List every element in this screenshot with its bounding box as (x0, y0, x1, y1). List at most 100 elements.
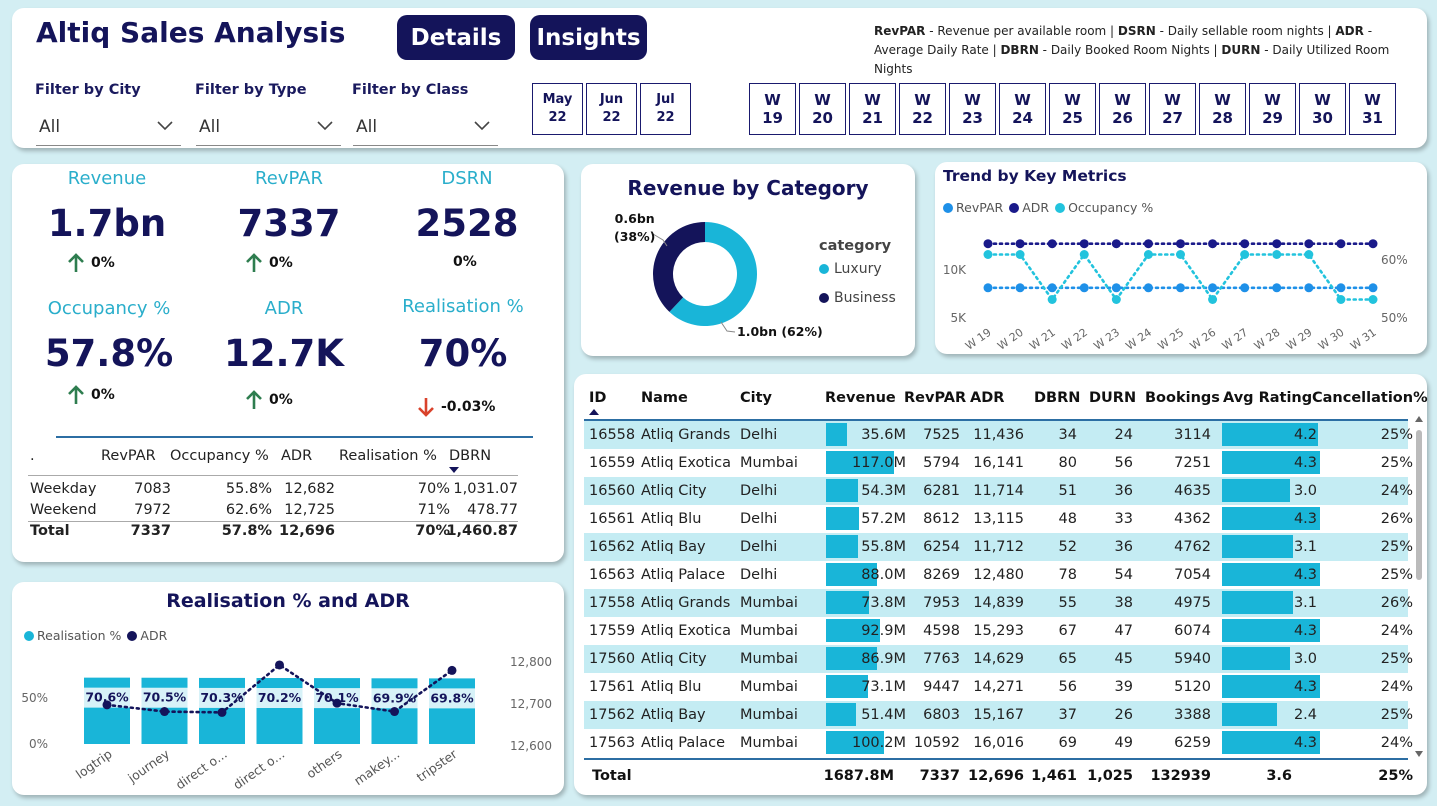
filter-dropdown[interactable]: All (36, 108, 181, 146)
week-button[interactable]: W 31 (1349, 83, 1396, 135)
table-header-revpar[interactable]: RevPAR (904, 390, 967, 406)
table-row[interactable]: 16561 Atliq Blu Delhi 57.2M 8612 13,115 48 33 43… (584, 505, 1413, 533)
week-button[interactable]: W 19 (749, 83, 796, 135)
trend-point[interactable] (1240, 250, 1250, 259)
trend-point[interactable] (1047, 239, 1057, 249)
trend-point[interactable] (1047, 283, 1057, 293)
day-table-header-cell[interactable]: . (30, 448, 35, 464)
adr-point[interactable] (102, 700, 112, 710)
month-button[interactable]: Jul 22 (640, 83, 691, 135)
adr-point[interactable] (275, 660, 284, 670)
table-row[interactable]: 17560 Atliq City Mumbai 86.9M 7763 14,629 65 45… (584, 645, 1413, 673)
realisation-bar[interactable] (256, 678, 303, 744)
table-header-revenue[interactable]: Revenue (825, 390, 896, 406)
trend-point[interactable] (1208, 239, 1218, 249)
trend-point[interactable] (1176, 239, 1185, 249)
trend-point[interactable] (1111, 239, 1121, 249)
trend-point[interactable] (1176, 283, 1185, 293)
week-button[interactable]: W 28 (1199, 83, 1246, 135)
trend-point[interactable] (1015, 283, 1025, 293)
trend-point[interactable] (1336, 239, 1346, 249)
trend-point[interactable] (983, 239, 993, 249)
table-scrollbar[interactable] (1413, 414, 1425, 759)
table-header-dbrn[interactable]: DBRN (1034, 390, 1081, 406)
trend-point[interactable] (983, 283, 993, 293)
day-table-header-cell[interactable]: ADR (281, 448, 313, 464)
table-row[interactable]: 17562 Atliq Bay Mumbai 51.4M 6803 15,167 37 26 3… (584, 701, 1413, 729)
table-header-adr[interactable]: ADR (970, 390, 1005, 406)
donut-legend-item[interactable]: Luxury (819, 261, 882, 277)
week-button[interactable]: W 27 (1149, 83, 1196, 135)
trend-point[interactable] (1015, 239, 1025, 249)
table-row[interactable]: 16559 Atliq Exotica Mumbai 117.0M 5794 16,141… (584, 449, 1413, 477)
day-table-header-cell[interactable]: Realisation % (339, 448, 437, 464)
trend-legend-item[interactable]: ADR (1009, 200, 1049, 215)
trend-point[interactable] (1015, 250, 1025, 259)
week-button[interactable]: W 23 (949, 83, 996, 135)
trend-point[interactable] (1272, 239, 1282, 249)
trend-point[interactable] (1143, 250, 1153, 259)
month-button[interactable]: May 22 (532, 83, 583, 135)
adr-point[interactable] (160, 707, 169, 717)
realisation-legend-item[interactable]: ADR (127, 628, 167, 643)
trend-point[interactable] (1208, 295, 1218, 304)
trend-point[interactable] (1208, 283, 1218, 293)
table-row[interactable]: 16558 Atliq Grands Delhi 35.6M 7525 11,436 34 2… (584, 421, 1413, 449)
trend-point[interactable] (1079, 239, 1089, 249)
adr-point[interactable] (217, 707, 227, 717)
trend-point[interactable] (1304, 250, 1314, 259)
donut-slice-business[interactable] (653, 222, 705, 312)
adr-point[interactable] (390, 707, 399, 717)
trend-point[interactable] (1304, 239, 1314, 249)
details-button[interactable]: Details (397, 15, 515, 60)
trend-point[interactable] (1143, 283, 1153, 293)
filter-dropdown[interactable]: All (353, 108, 498, 146)
table-header-durn[interactable]: DURN (1089, 390, 1137, 406)
trend-point[interactable] (1240, 239, 1250, 249)
trend-point[interactable] (1111, 283, 1121, 293)
table-header-name[interactable]: Name (641, 390, 688, 406)
trend-point[interactable] (1047, 295, 1057, 304)
table-row[interactable]: 16562 Atliq Bay Delhi 55.8M 6254 11,712 52 36 47… (584, 533, 1413, 561)
donut-legend-item[interactable]: Business (819, 290, 896, 306)
week-button[interactable]: W 20 (799, 83, 846, 135)
trend-point[interactable] (1336, 295, 1346, 304)
trend-point[interactable] (1111, 295, 1121, 304)
table-row[interactable]: 17559 Atliq Exotica Mumbai 92.9M 4598 15,293 6… (584, 617, 1413, 645)
week-button[interactable]: W 21 (849, 83, 896, 135)
trend-point[interactable] (1368, 295, 1378, 304)
realisation-bar[interactable] (84, 677, 130, 744)
trend-point[interactable] (1272, 250, 1282, 259)
week-button[interactable]: W 26 (1099, 83, 1146, 135)
trend-point[interactable] (1368, 283, 1378, 293)
week-button[interactable]: W 24 (999, 83, 1046, 135)
adr-point[interactable] (447, 665, 457, 675)
month-button[interactable]: Jun 22 (586, 83, 637, 135)
trend-point[interactable] (1368, 239, 1378, 249)
trend-legend-item[interactable]: Occupancy % (1055, 200, 1153, 215)
day-table-header-cell[interactable]: RevPAR (101, 448, 156, 464)
trend-point[interactable] (1336, 283, 1346, 293)
realisation-legend-item[interactable]: Realisation % (24, 628, 121, 643)
table-header-bookings[interactable]: Bookings (1145, 390, 1220, 406)
week-button[interactable]: W 25 (1049, 83, 1096, 135)
table-row[interactable]: 17558 Atliq Grands Mumbai 73.8M 7953 14,839 55… (584, 589, 1413, 617)
trend-point[interactable] (1240, 283, 1250, 293)
trend-point[interactable] (1079, 250, 1089, 259)
donut-slice-luxury[interactable] (669, 222, 757, 326)
trend-point[interactable] (1304, 283, 1314, 293)
day-table-header-cell[interactable]: Occupancy % (170, 448, 269, 464)
table-row[interactable]: 17561 Atliq Blu Mumbai 73.1M 9447 14,271 56 39 5… (584, 673, 1413, 701)
trend-point[interactable] (1176, 250, 1185, 259)
table-header-cancellation[interactable]: Cancellation% (1312, 390, 1428, 406)
table-header-city[interactable]: City (740, 390, 772, 406)
trend-point[interactable] (983, 250, 993, 259)
trend-point[interactable] (1079, 283, 1089, 293)
week-button[interactable]: W 30 (1299, 83, 1346, 135)
table-row[interactable]: 16560 Atliq City Delhi 54.3M 6281 11,714 51 36 4… (584, 477, 1413, 505)
adr-point[interactable] (332, 698, 342, 708)
week-button[interactable]: W 22 (899, 83, 946, 135)
table-row[interactable]: 17563 Atliq Palace Mumbai 100.2M 10592 16,016… (584, 729, 1413, 757)
week-button[interactable]: W 29 (1249, 83, 1296, 135)
filter-dropdown[interactable]: All (196, 108, 341, 146)
